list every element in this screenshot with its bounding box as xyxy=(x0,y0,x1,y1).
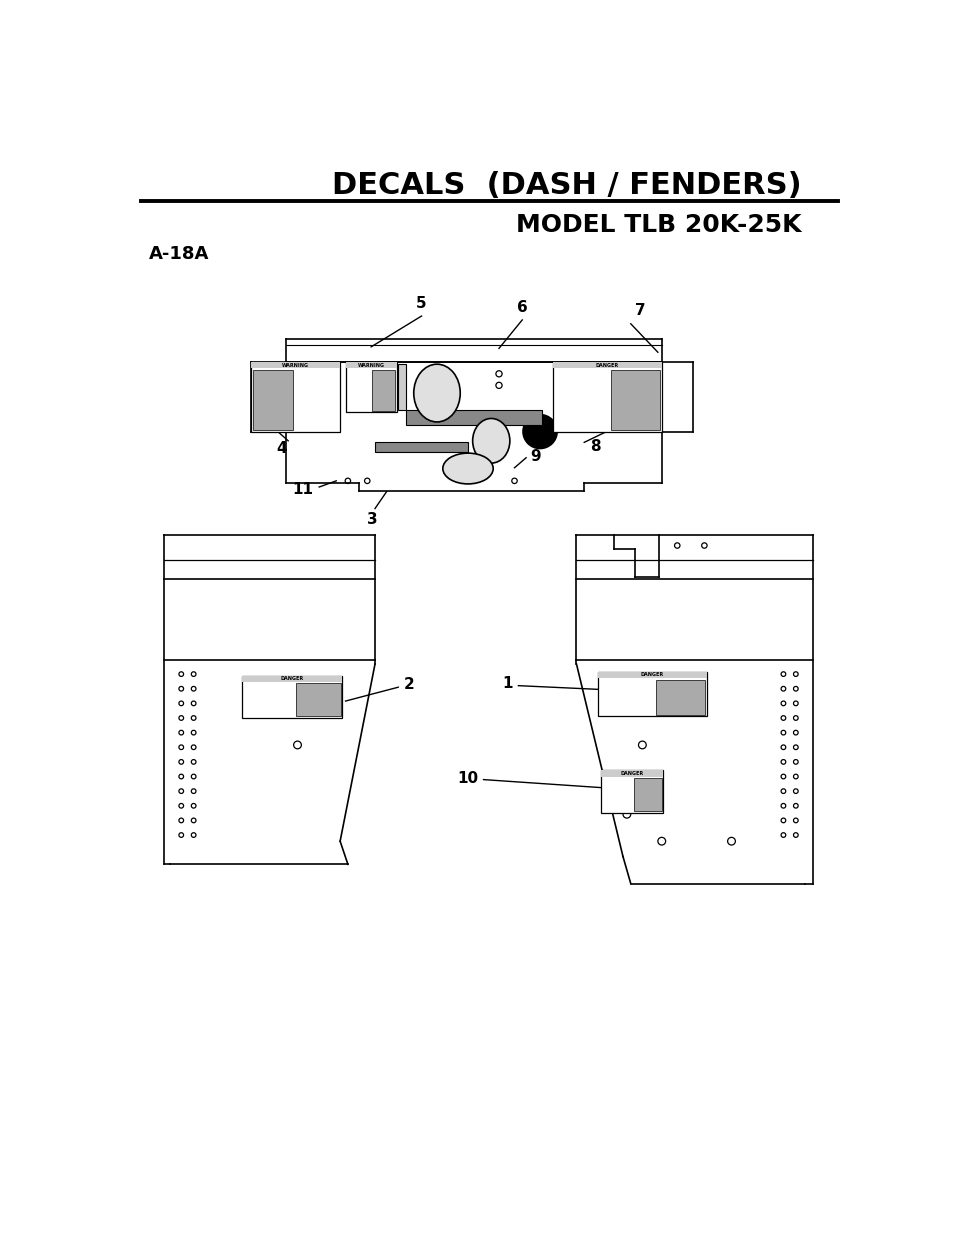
Text: 11: 11 xyxy=(292,482,313,496)
Bar xyxy=(656,679,704,715)
Bar xyxy=(598,672,706,716)
Text: 1: 1 xyxy=(502,676,513,690)
Bar xyxy=(600,771,662,777)
Text: A-18A: A-18A xyxy=(149,246,209,263)
Bar xyxy=(253,370,293,430)
Text: 7: 7 xyxy=(634,303,644,317)
Bar xyxy=(633,778,661,811)
Bar xyxy=(241,676,342,682)
Bar xyxy=(346,362,396,412)
Text: 3: 3 xyxy=(366,511,376,526)
Bar xyxy=(346,362,396,368)
Ellipse shape xyxy=(442,453,493,484)
Text: 6: 6 xyxy=(517,300,527,315)
Text: 8: 8 xyxy=(589,440,599,454)
Text: DANGER: DANGER xyxy=(596,363,618,368)
Text: DANGER: DANGER xyxy=(620,771,643,776)
Bar xyxy=(611,370,659,430)
Text: 2: 2 xyxy=(403,677,414,693)
Bar xyxy=(397,364,406,410)
Bar xyxy=(241,676,342,718)
Bar xyxy=(600,771,662,813)
Circle shape xyxy=(522,415,557,448)
Text: 9: 9 xyxy=(530,448,540,463)
Text: DECALS  (DASH / FENDERS): DECALS (DASH / FENDERS) xyxy=(332,170,801,200)
Text: MODEL TLB 20K-25K: MODEL TLB 20K-25K xyxy=(516,214,801,237)
Bar xyxy=(251,362,340,368)
Bar xyxy=(598,672,706,678)
Ellipse shape xyxy=(414,364,459,422)
Bar xyxy=(375,442,468,452)
Bar xyxy=(251,362,340,431)
Text: DANGER: DANGER xyxy=(280,677,303,682)
Bar xyxy=(406,410,541,425)
Ellipse shape xyxy=(472,419,509,463)
Text: WARNING: WARNING xyxy=(282,363,309,368)
Text: DANGER: DANGER xyxy=(640,672,663,677)
Bar xyxy=(372,370,395,411)
Text: 5: 5 xyxy=(416,296,426,311)
Bar xyxy=(295,683,340,716)
Text: 4: 4 xyxy=(276,441,287,456)
Bar xyxy=(553,362,661,431)
Bar xyxy=(553,362,661,368)
Text: WARNING: WARNING xyxy=(357,363,385,368)
Text: 10: 10 xyxy=(456,771,477,785)
